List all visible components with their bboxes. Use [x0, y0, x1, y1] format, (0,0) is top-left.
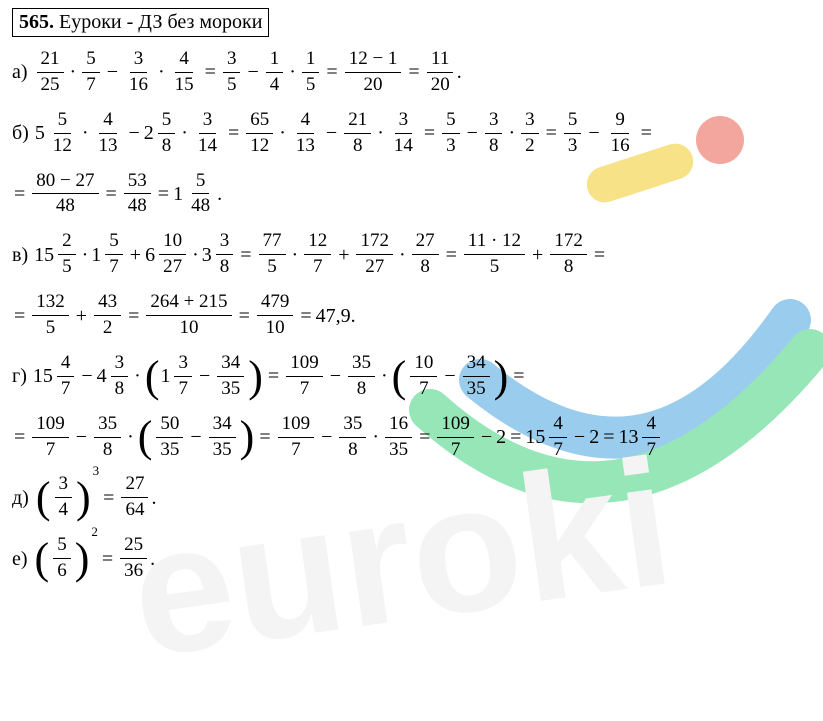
frac: 2125: [37, 47, 64, 98]
frac: 2764: [121, 472, 148, 523]
frac: 1635: [385, 412, 412, 463]
frac: 5035: [156, 412, 183, 463]
problem-title: Еуроки - ДЗ без мороки: [59, 11, 262, 33]
paren-close: ): [248, 359, 263, 394]
frac: 358: [348, 351, 375, 402]
row-v-1: в) 1525 · 157 + 61027 · 338 = 775 · 127 …: [12, 229, 811, 280]
power: ( 56 ) 2: [34, 533, 98, 584]
frac: 1728: [550, 229, 587, 280]
frac: 314: [194, 108, 221, 159]
frac: 1097: [286, 351, 323, 402]
frac: 11 · 125: [464, 229, 525, 280]
mixed: 258: [144, 108, 179, 159]
paren-close: ): [494, 359, 509, 394]
frac: 1120: [427, 47, 454, 98]
frac: 3435: [209, 412, 236, 463]
row-b-2: = 80 − 2748 = 5348 = 1548 .: [10, 169, 811, 220]
paren-close: ): [240, 419, 255, 454]
mixed: 5512: [35, 108, 79, 159]
label-g: г): [12, 366, 27, 386]
frac: 38: [485, 108, 503, 159]
frac: 413: [292, 108, 319, 159]
exponent: 2: [91, 525, 98, 538]
label-v: в): [12, 245, 28, 265]
mixed: 1525: [34, 229, 79, 280]
frac: 53: [564, 108, 582, 159]
row-g-1: г) 1547 − 438 · ( 137 − 3435 ) = 1097 − …: [12, 351, 811, 402]
exponent: 3: [93, 464, 100, 477]
frac: 264 + 21510: [146, 290, 231, 341]
frac: 1097: [32, 412, 69, 463]
frac: 1325: [32, 290, 69, 341]
frac: 3435: [463, 351, 490, 402]
mixed: 157: [91, 229, 126, 280]
row-v-2: = 1325 + 432 = 264 + 21510 = 47910 = 47,…: [10, 290, 811, 341]
frac: 12 − 120: [345, 47, 402, 98]
frac: 3435: [217, 351, 244, 402]
frac: 415: [171, 47, 198, 98]
frac: 2536: [120, 533, 147, 584]
frac: 15: [302, 47, 320, 98]
problem-header: 565. Еуроки - ДЗ без мороки: [12, 8, 269, 37]
frac: 358: [339, 412, 366, 463]
frac: 107: [410, 351, 437, 402]
frac: 56: [53, 533, 71, 584]
mixed: 1347: [618, 412, 663, 463]
frac: 1097: [437, 412, 474, 463]
frac: 314: [390, 108, 417, 159]
label-e: е): [12, 549, 28, 569]
frac: 53: [442, 108, 460, 159]
mixed: 1548: [173, 169, 217, 220]
answer-v: 47,9: [316, 306, 351, 326]
paren-open: (: [392, 359, 407, 394]
frac: 5348: [124, 169, 151, 220]
mixed: 137: [160, 351, 195, 402]
frac: 34: [55, 472, 73, 523]
problem-number: 565.: [19, 11, 54, 33]
row-a: а) 2125 · 57 − 316 · 415 = 35 − 14 · 15 …: [12, 47, 811, 98]
frac: 14: [266, 47, 284, 98]
row-g-2: = 1097 − 358 · ( 5035 − 3435 ) = 1097 − …: [10, 412, 811, 463]
frac: 413: [95, 108, 122, 159]
paren-open: (: [145, 359, 160, 394]
frac: 6512: [246, 108, 273, 159]
frac: 17227: [356, 229, 393, 280]
frac: 127: [304, 229, 331, 280]
frac: 432: [94, 290, 121, 341]
mixed: 338: [202, 229, 237, 280]
label-b: б): [12, 123, 29, 143]
frac: 775: [259, 229, 286, 280]
frac: 278: [412, 229, 439, 280]
frac: 47910: [257, 290, 294, 341]
row-e: е) ( 56 ) 2 = 2536 .: [12, 533, 811, 584]
frac: 35: [223, 47, 241, 98]
mixed: 61027: [145, 229, 189, 280]
frac: 218: [344, 108, 371, 159]
frac: 80 − 2748: [32, 169, 98, 220]
frac: 57: [82, 47, 100, 98]
frac: 32: [521, 108, 539, 159]
mixed: 438: [97, 351, 132, 402]
frac: 316: [125, 47, 152, 98]
frac: 916: [607, 108, 634, 159]
label-a: а): [12, 62, 28, 82]
power: ( 34 ) 3: [35, 472, 99, 523]
mixed: 1547: [33, 351, 78, 402]
row-d: д) ( 34 ) 3 = 2764 .: [12, 472, 811, 523]
frac: 1097: [278, 412, 315, 463]
row-b-1: б) 5512 · 413 − 258 · 314 = 6512 · 413 −…: [12, 108, 811, 159]
mixed: 1547: [525, 412, 570, 463]
frac: 358: [94, 412, 121, 463]
label-d: д): [12, 488, 29, 508]
paren-open: (: [138, 419, 153, 454]
